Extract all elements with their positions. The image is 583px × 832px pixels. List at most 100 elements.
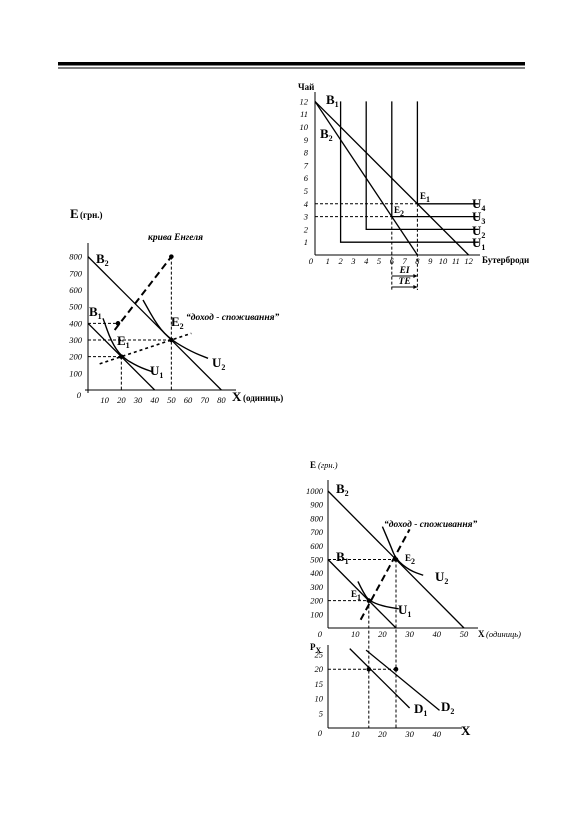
label-subscript: 1 xyxy=(126,341,130,350)
y-tick-label: 20 xyxy=(315,664,324,674)
label-base: B xyxy=(336,481,345,496)
x-tick-label: 20 xyxy=(378,629,387,639)
y-tick-label: 7 xyxy=(304,160,309,170)
demand-line xyxy=(365,649,440,711)
point xyxy=(169,254,174,259)
label-subscript: 1 xyxy=(98,312,102,321)
y-tick-label: 10 xyxy=(300,122,309,132)
subscripted-label: U2 xyxy=(472,223,485,240)
y-tick-label: 900 xyxy=(310,500,324,510)
icc-line xyxy=(99,332,192,365)
label-subscript: 4 xyxy=(481,204,485,213)
label-subscript: 2 xyxy=(221,363,225,372)
income-effect-label: EI xyxy=(399,266,410,276)
x-tick-label: 30 xyxy=(404,629,414,639)
x-tick-label: 40 xyxy=(433,729,442,739)
y-tick-label: 5 xyxy=(304,186,308,196)
y-tick-label: 5 xyxy=(319,708,323,718)
subscripted-label: D2 xyxy=(441,699,454,716)
x-tick-label: 2 xyxy=(338,256,343,266)
label-subscript: 2 xyxy=(345,489,349,498)
label-subscript: 2 xyxy=(411,557,415,566)
label-subscript: 1 xyxy=(407,610,411,619)
subscripted-label: B1 xyxy=(326,92,339,109)
y-tick-label: 800 xyxy=(310,513,324,523)
origin-label: 0 xyxy=(77,390,82,400)
label-subscript: 2 xyxy=(450,707,454,716)
y-tick-label: 500 xyxy=(310,555,324,565)
subscripted-label: E1 xyxy=(420,191,430,204)
label-base: E xyxy=(351,589,357,599)
label-base: B xyxy=(96,251,105,266)
point xyxy=(119,354,124,359)
label-subscript: 1 xyxy=(357,593,361,602)
subscripted-label: B2 xyxy=(320,126,333,143)
y-axis-label: Чай xyxy=(298,82,314,92)
x-axis-unit: (одиниць) xyxy=(243,393,283,403)
label-subscript: X xyxy=(316,646,322,655)
y-tick-label: 400 xyxy=(310,568,324,578)
x-tick-label: 30 xyxy=(133,395,143,405)
label-base: E xyxy=(117,333,126,348)
icc-line xyxy=(359,528,411,621)
label-base: U xyxy=(472,196,482,211)
indifference-curve xyxy=(339,101,479,243)
y-tick-label: 600 xyxy=(69,285,83,295)
x-axis-unit: (одиниць) xyxy=(486,629,521,639)
y-tick-label: 700 xyxy=(310,527,324,537)
subscripted-label: E2 xyxy=(171,314,184,331)
x-tick-label: 6 xyxy=(390,256,395,266)
y-axis-unit: (грн.) xyxy=(80,210,103,220)
y-tick-label: 300 xyxy=(309,582,324,592)
x-tick-label: 60 xyxy=(184,395,193,405)
x-tick-label: 9 xyxy=(428,256,433,266)
subscripted-label: U4 xyxy=(472,196,485,213)
label-subscript: 2 xyxy=(105,259,109,268)
y-tick-label: 700 xyxy=(69,268,83,278)
x-tick-label: 10 xyxy=(351,729,360,739)
x-axis-label: X xyxy=(232,389,242,404)
y-tick-label: 200 xyxy=(310,596,324,606)
y-tick-label: 15 xyxy=(315,679,324,689)
label-base: U xyxy=(435,569,445,584)
y-tick-label: 1 xyxy=(304,237,308,247)
subscripted-label: E1 xyxy=(117,333,130,350)
icc-label: “доход - споживання” xyxy=(186,312,280,323)
x-tick-label: 70 xyxy=(200,395,209,405)
subscripted-label: U1 xyxy=(398,602,411,619)
x-tick-label: 5 xyxy=(377,256,381,266)
y-tick-label: 600 xyxy=(310,541,324,551)
y-tick-label: 6 xyxy=(304,173,309,183)
point xyxy=(393,666,399,672)
subscripted-label: B2 xyxy=(96,251,109,268)
subscripted-label: U2 xyxy=(435,569,448,586)
arrow-head xyxy=(413,274,418,289)
y-tick-label: 300 xyxy=(68,335,83,345)
demand-line xyxy=(349,648,411,709)
indifference-curve xyxy=(416,101,479,205)
subscripted-label: B1 xyxy=(89,304,102,321)
x-axis-label: X xyxy=(461,723,471,738)
y-tick-label: 12 xyxy=(300,96,309,106)
icc-label: “доход - споживання” xyxy=(384,519,478,530)
label-subscript: 2 xyxy=(444,577,448,586)
x-tick-label: 10 xyxy=(351,629,360,639)
y-tick-label: 10 xyxy=(315,694,324,704)
y-tick-label: 500 xyxy=(69,302,83,312)
subscripted-label: B2 xyxy=(336,481,349,498)
label-base: B xyxy=(320,126,329,141)
label-base: B xyxy=(326,92,335,107)
x-tick-label: 30 xyxy=(404,729,414,739)
label-base: B xyxy=(336,549,345,564)
x-tick-label: 3 xyxy=(350,256,355,266)
indifference-curve xyxy=(142,299,209,359)
total-effect-label: TE xyxy=(399,277,411,287)
x-tick-label: 40 xyxy=(150,395,159,405)
label-base: U xyxy=(398,602,408,617)
label-subscript: 1 xyxy=(423,709,427,718)
x-axis-label: Бутерброди xyxy=(482,255,529,265)
subscripted-label: E2 xyxy=(394,205,404,218)
budget-line xyxy=(87,256,222,391)
point xyxy=(169,337,174,343)
y-axis-label: E xyxy=(70,206,79,221)
